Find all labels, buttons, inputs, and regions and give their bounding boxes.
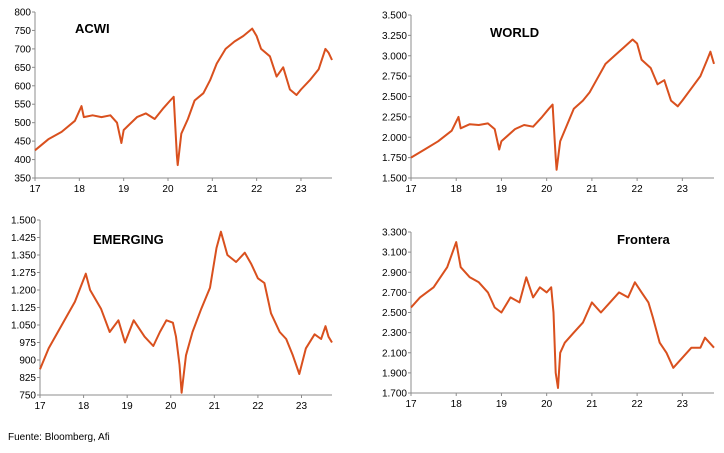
y-tick-label: 2.700 — [382, 288, 407, 299]
y-tick-label: 650 — [14, 63, 31, 74]
y-tick-label: 450 — [14, 137, 31, 148]
y-tick-label: 1.500 — [11, 216, 36, 227]
x-tick-label: 20 — [541, 184, 553, 195]
y-tick-label: 3.250 — [382, 31, 407, 42]
x-tick-label: 21 — [586, 399, 598, 410]
x-tick-label: 21 — [207, 184, 219, 195]
x-tick-label: 19 — [122, 401, 134, 412]
x-tick-label: 19 — [118, 184, 130, 195]
y-tick-label: 500 — [14, 118, 31, 129]
y-tick-label: 825 — [19, 373, 36, 384]
y-tick-label: 1.050 — [11, 321, 36, 332]
y-tick-label: 2.000 — [382, 133, 407, 144]
y-tick-label: 1.750 — [382, 153, 407, 164]
x-tick-label: 18 — [78, 401, 90, 412]
x-tick-label: 21 — [209, 401, 221, 412]
y-tick-label: 550 — [14, 100, 31, 111]
x-tick-label: 23 — [677, 184, 689, 195]
x-tick-label: 17 — [405, 184, 417, 195]
x-tick-label: 17 — [405, 399, 417, 410]
series-line — [39, 230, 333, 394]
charts-canvas: 350 400 450 500 550 600 650 700 750 800 17 18 19 20 21… — [11, 8, 715, 412]
y-tick-label: 750 — [19, 391, 36, 402]
y-tick-label: 3.000 — [382, 51, 407, 62]
x-tick-label: 19 — [496, 184, 508, 195]
y-tick-label: 400 — [14, 155, 31, 166]
y-tick-label: 2.500 — [382, 308, 407, 319]
y-tick-label: 800 — [14, 8, 31, 19]
x-tick-label: 17 — [29, 184, 41, 195]
x-tick-label: 18 — [74, 184, 86, 195]
y-tick-label: 3.300 — [382, 228, 407, 239]
y-tick-label: 900 — [19, 356, 36, 367]
y-tick-label: 1.900 — [382, 368, 407, 379]
y-tick-label: 3.500 — [382, 11, 407, 22]
chart-1: 350 400 450 500 550 600 650 700 750 800 17 18 19 20 21… — [14, 8, 333, 195]
x-tick-label: 20 — [162, 184, 174, 195]
chart-3: 750 825 900 975 1.050 1.125 1.200 1.275 1.350 1.4… — [11, 216, 333, 412]
x-tick-label: 18 — [451, 184, 463, 195]
y-tick-label: 700 — [14, 44, 31, 55]
series-line — [410, 38, 715, 171]
x-tick-label: 23 — [677, 399, 689, 410]
x-tick-label: 20 — [165, 401, 177, 412]
y-tick-label: 1.500 — [382, 174, 407, 185]
y-tick-label: 2.100 — [382, 348, 407, 359]
y-tick-label: 2.900 — [382, 268, 407, 279]
x-tick-label: 18 — [451, 399, 463, 410]
y-tick-label: 2.300 — [382, 328, 407, 339]
source-note: Fuente: Bloomberg, Afi — [8, 432, 110, 443]
y-tick-label: 1.200 — [11, 286, 36, 297]
chart-title: Frontera — [617, 232, 671, 247]
x-tick-label: 22 — [632, 399, 644, 410]
y-tick-label: 1.425 — [11, 233, 36, 244]
x-tick-label: 19 — [496, 399, 508, 410]
x-tick-label: 20 — [541, 399, 553, 410]
y-tick-label: 600 — [14, 81, 31, 92]
x-tick-label: 17 — [34, 401, 46, 412]
y-tick-label: 1.275 — [11, 268, 36, 279]
series-line — [34, 27, 333, 167]
x-tick-label: 23 — [295, 184, 307, 195]
y-tick-label: 2.500 — [382, 92, 407, 103]
chart-2: 1.500 1.750 2.000 2.250 2.500 2.750 3.000 3.250… — [382, 11, 715, 195]
x-tick-label: 22 — [252, 401, 264, 412]
series-line — [410, 241, 715, 389]
y-tick-label: 1.700 — [382, 389, 407, 400]
y-tick-label: 975 — [19, 338, 36, 349]
y-tick-label: 2.750 — [382, 72, 407, 83]
x-tick-label: 22 — [632, 184, 644, 195]
chart-title: ACWI — [75, 21, 110, 36]
chart-title: WORLD — [490, 25, 539, 40]
y-tick-label: 1.125 — [11, 303, 36, 314]
y-tick-label: 3.100 — [382, 248, 407, 259]
y-tick-label: 2.250 — [382, 112, 407, 123]
y-tick-label: 750 — [14, 26, 31, 37]
x-tick-label: 22 — [251, 184, 263, 195]
chart-4: 1.700 1.900 2.100 2.300 2.500 2.700 2.900 3.100… — [382, 228, 715, 410]
x-tick-label: 23 — [296, 401, 308, 412]
x-tick-label: 21 — [586, 184, 598, 195]
y-tick-label: 1.350 — [11, 251, 36, 262]
chart-title: EMERGING — [93, 232, 164, 247]
y-tick-label: 350 — [14, 174, 31, 185]
